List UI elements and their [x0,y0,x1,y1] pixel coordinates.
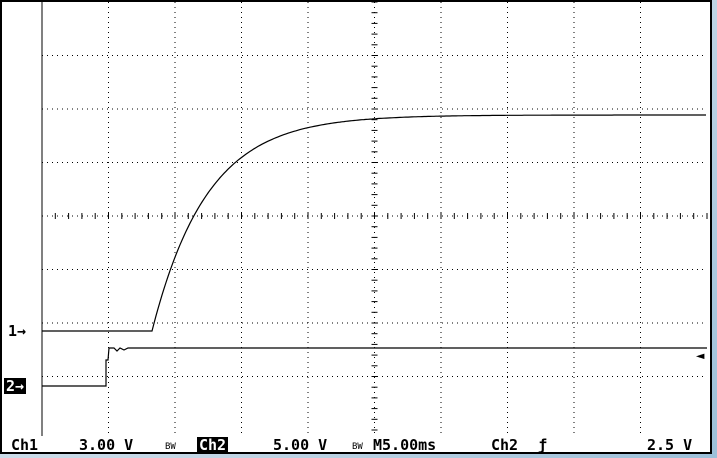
channel-2-ground-marker: 2→ [4,378,26,394]
trigger-slope-icon: ƒ [538,437,547,453]
ch2-label: Ch2 [197,437,228,453]
channel-1-ground-marker: 1→ [8,323,26,339]
ch1-bandwidth-limit-icon: BW [165,439,176,455]
ch1-scale: 3.00 V [79,437,133,453]
trigger-level: 2.5 V [647,437,692,453]
graticule [42,2,707,436]
ch1-label: Ch1 [11,437,38,453]
trigger-level-marker: ◄ [696,348,704,364]
status-bar: Ch1 3.00 V BW Ch2 5.00 V BW M5.00ms Ch2 … [2,436,710,454]
waveform-area [2,2,710,436]
ch2-scale: 5.00 V [273,437,327,453]
trigger-source: Ch2 [491,437,518,453]
traces [42,115,707,386]
timebase: M5.00ms [373,437,436,453]
ch2-bandwidth-limit-icon: BW [352,439,363,455]
